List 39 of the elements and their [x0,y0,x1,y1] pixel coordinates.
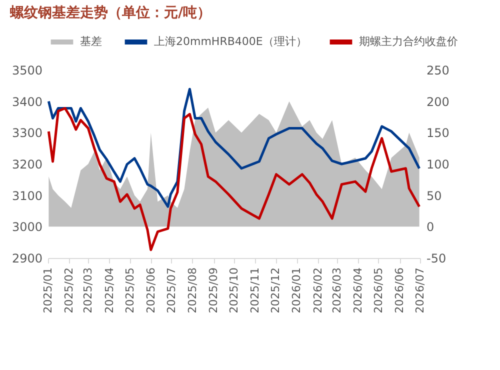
x-tick-label: 2025/10 [228,268,240,314]
x-tick-label: 2025/08 [186,268,199,314]
y2-tick-label: 150 [426,126,450,140]
x-tick-label: 2025/12 [269,268,282,314]
y2-tick-label: 50 [426,188,442,203]
legend-label: 基差 [80,35,102,48]
x-tick-label: 2026/04 [352,268,364,314]
y-tick-label: 3000 [12,220,42,234]
chart-title: 螺纹钢基差走势（单位：元/吨） [9,5,212,21]
y2-tick-label: 200 [426,94,450,109]
y-tick-label: 3500 [12,64,42,78]
x-tick-label: 2025/03 [82,268,95,314]
x-tick-label: 2026/06 [393,268,406,314]
x-tick-label: 2026/01 [290,268,304,314]
x-tick-label: 2025/05 [123,268,136,314]
x-tick-label: 2026/07 [414,268,426,314]
legend-label: 上海20mmHRB400E（理计） [154,35,307,48]
x-tick-label: 2026/05 [372,268,385,314]
x-tick-label: 2026/03 [330,268,344,314]
line-series [47,106,421,252]
x-tick-label: 2026/02 [311,268,324,314]
y2-tick-label: 100 [426,158,450,172]
x-tick-label: 2025/04 [102,268,116,314]
y2-tick-label: 250 [426,64,450,78]
y-tick-label: 3100 [12,188,42,203]
x-tick-label: 2025/07 [164,268,178,314]
y-tick-label: 3400 [12,94,42,109]
x-tick-label: 2025/02 [62,268,76,314]
line-series [47,88,421,208]
legend-label: 期螺主力合约收盘价 [359,35,458,48]
y2-tick-label: -50 [426,252,446,266]
y-tick-label: 2900 [12,252,42,266]
x-tick-label: 2025/06 [144,268,158,314]
y-tick-label: 3300 [12,126,42,140]
y2-tick-label: 0 [426,220,434,234]
x-tick-label: 2025/09 [207,268,220,314]
x-tick-label: 2025/01 [42,268,54,314]
y-tick-label: 3200 [12,158,42,172]
x-tick-label: 2025/11 [248,268,262,314]
